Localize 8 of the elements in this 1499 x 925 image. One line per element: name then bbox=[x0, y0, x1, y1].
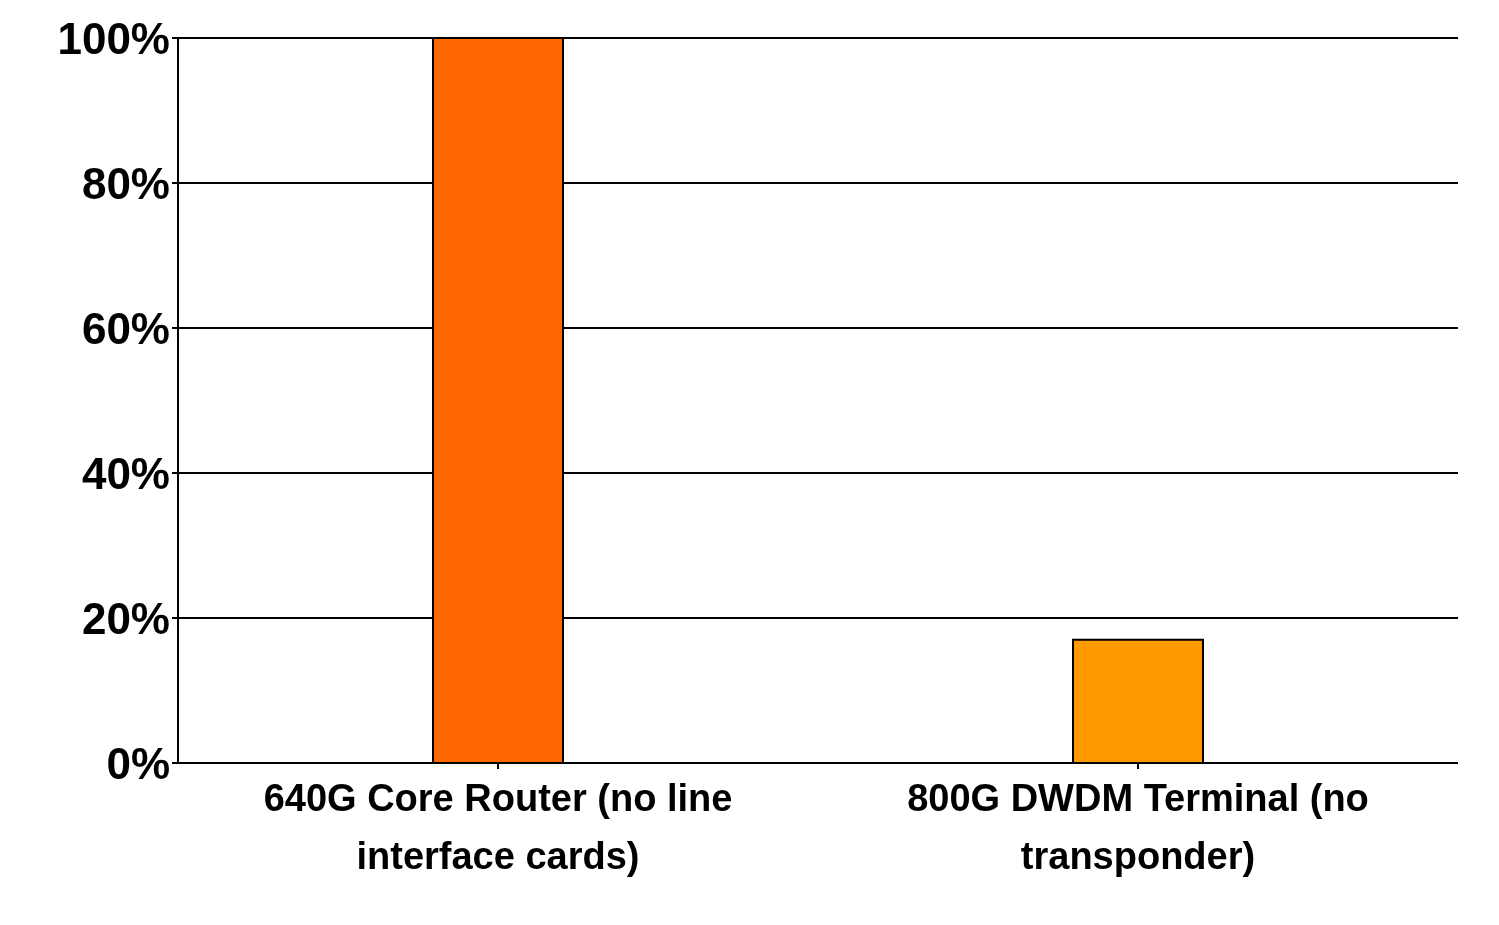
y-tick-label: 80% bbox=[81, 158, 170, 208]
x-tick-label: 800G DWDM Terminal (no transponder) bbox=[907, 777, 1369, 877]
y-tick-label: 20% bbox=[81, 593, 170, 643]
x-tick-label: 640G Core Router (no line interface cards) bbox=[263, 777, 733, 877]
y-tick-label: 60% bbox=[81, 303, 170, 353]
y-tick-label: 40% bbox=[81, 448, 170, 498]
y-tick-label: 100% bbox=[57, 13, 170, 63]
y-tick-label: 0% bbox=[106, 738, 170, 788]
